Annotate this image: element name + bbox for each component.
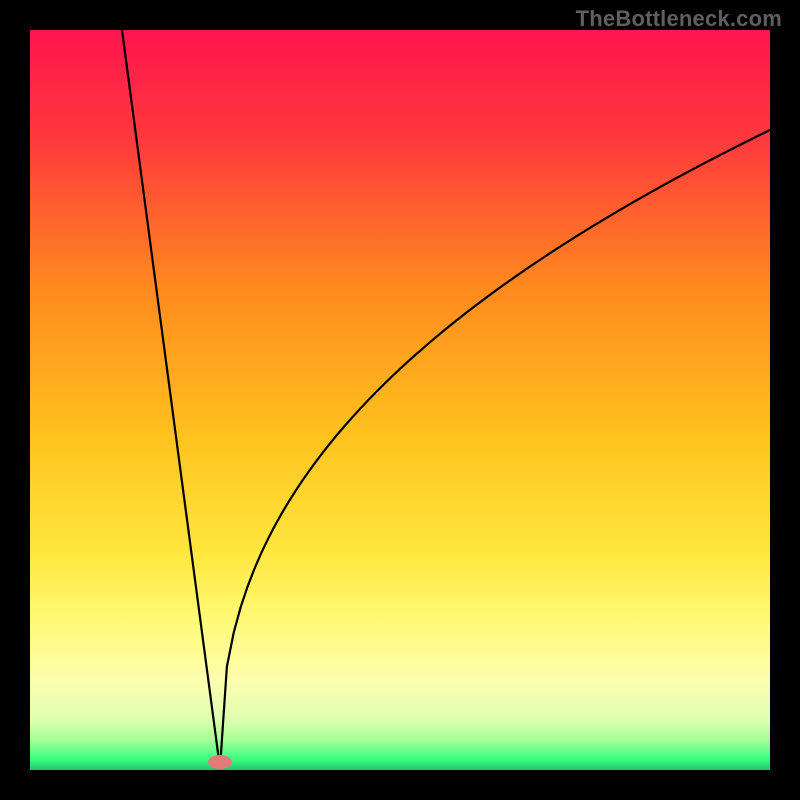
chart-frame: TheBottleneck.com bbox=[0, 0, 800, 800]
plot-area bbox=[30, 30, 770, 770]
chart-background bbox=[30, 30, 770, 770]
chart-svg bbox=[30, 30, 770, 770]
apex-marker bbox=[208, 755, 232, 769]
watermark-text: TheBottleneck.com bbox=[576, 6, 782, 32]
